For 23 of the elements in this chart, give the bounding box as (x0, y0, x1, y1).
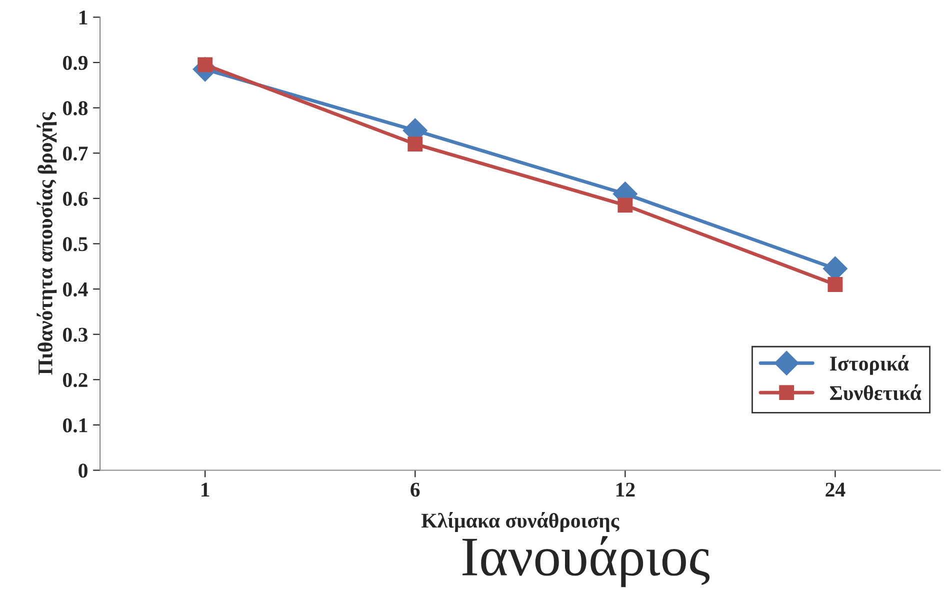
x-tick-label: 6 (410, 482, 420, 497)
text: Ιανουάριος (462, 536, 710, 588)
y-tick-label: 0.7 (63, 146, 88, 161)
x-tick-label: 1 (202, 482, 210, 497)
y-tick-label: 0.5 (63, 237, 88, 252)
y-tick-label: 0.1 (63, 418, 88, 432)
y-tick-label: 0.9 (63, 56, 88, 70)
y-tick-label: 0.8 (63, 101, 88, 116)
y-tick-label: 0.4 (63, 282, 88, 297)
y-axis-title: Πιθανότητα απουσίας βροχής (36, 112, 57, 375)
point (828, 277, 843, 292)
x-tick-label: 12 (616, 482, 635, 497)
x-axis-title: Κλίμακα συνάθροισης (421, 512, 620, 532)
y-tick-label: 0 (78, 464, 88, 478)
y-tick-label: 0.3 (63, 328, 88, 342)
point (618, 198, 633, 213)
legend-label: Συνθετικά (830, 384, 922, 400)
y-tick-label: 1 (80, 10, 88, 24)
point (408, 136, 423, 152)
y-tick-label: 0.6 (63, 192, 88, 206)
x-tick-label: 24 (826, 482, 846, 497)
legend-label: Ιστορικά (830, 354, 909, 375)
y-tick-label: 0.2 (63, 373, 88, 388)
